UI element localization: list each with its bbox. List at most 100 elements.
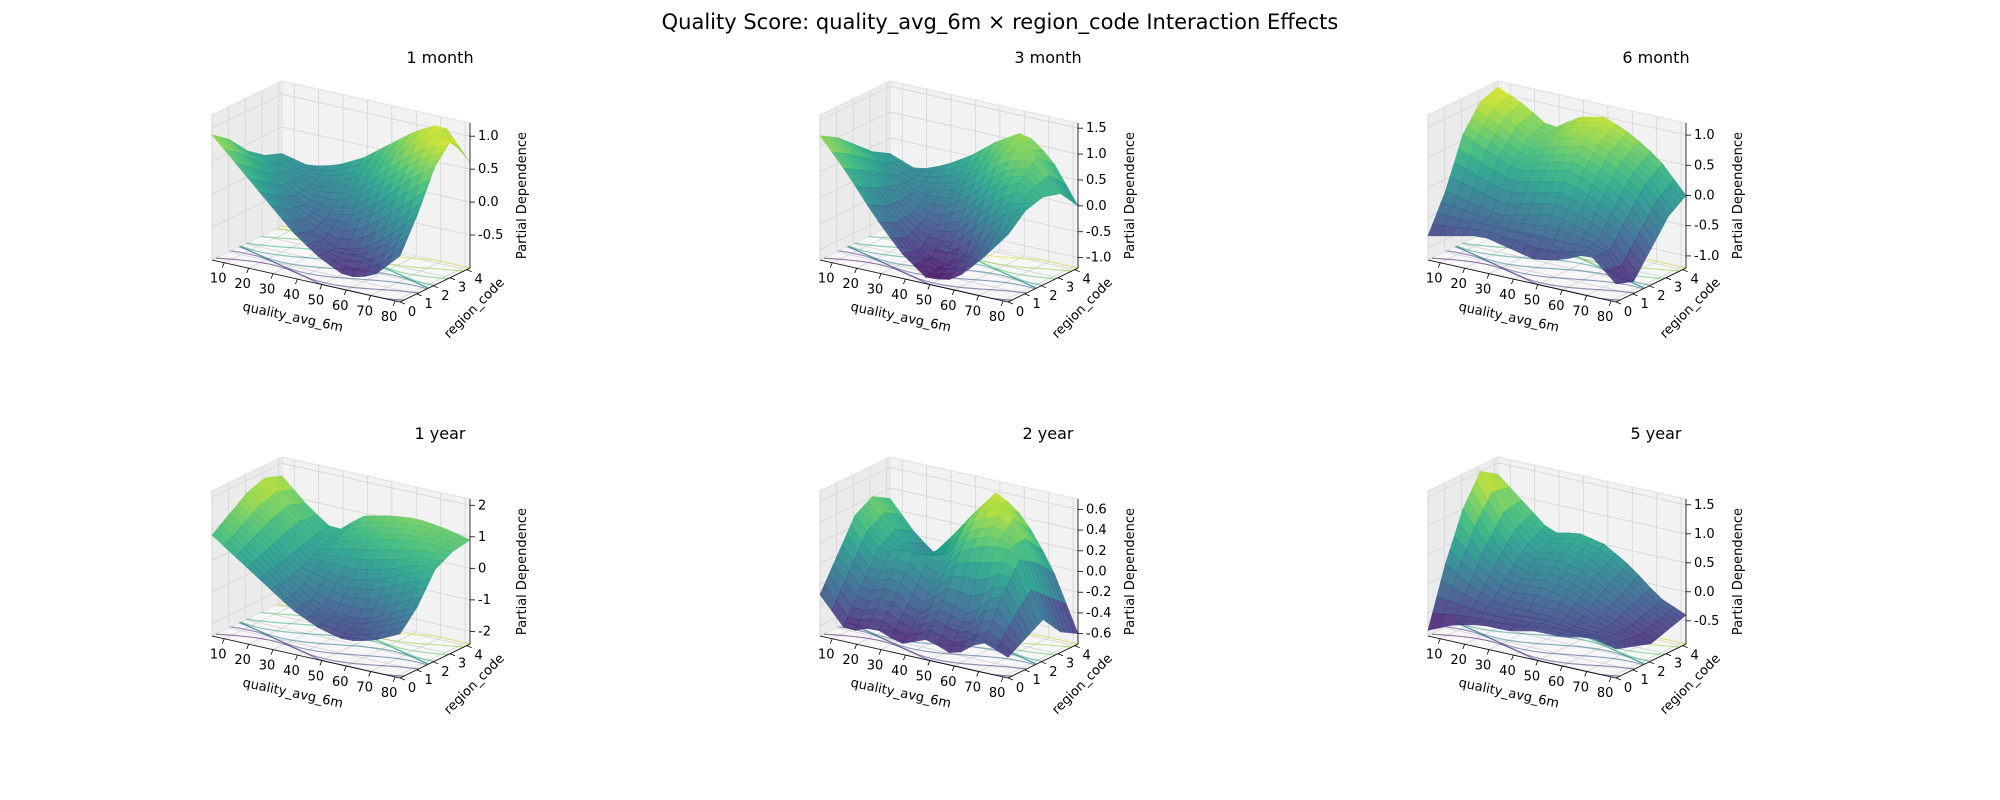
y-tick-label: 2 [1049, 665, 1057, 680]
x-tick [1462, 268, 1465, 274]
x-tick-label: 10 [1426, 272, 1443, 287]
x-tick [1437, 638, 1441, 644]
x-tick-label: 60 [332, 675, 349, 690]
y-tick [1649, 285, 1655, 289]
x-tick [1000, 676, 1004, 683]
y-tick-label: 3 [1066, 657, 1074, 672]
x-tick-label: 20 [1450, 277, 1467, 292]
floor-contour [240, 621, 429, 665]
z-gridline [281, 462, 471, 506]
y-tick [1649, 661, 1655, 665]
z-tick-label: 0.5 [1694, 158, 1715, 173]
x-axis-line [211, 635, 401, 679]
y-tick [449, 277, 456, 281]
z-tick-label: 0 [478, 561, 486, 576]
y-tick-label: 3 [458, 657, 466, 672]
y-axis-line [1615, 267, 1687, 303]
z-gridline [211, 462, 283, 498]
y-tick-label: 3 [458, 281, 466, 296]
x-tick-label: 70 [964, 304, 981, 319]
y-tick-label: 3 [1674, 657, 1682, 672]
x-tick [903, 278, 906, 285]
y-tick [433, 661, 439, 665]
y-tick-label: 4 [1083, 649, 1091, 664]
x-tick-label: 20 [234, 277, 251, 292]
x-tick-label: 30 [1475, 283, 1492, 298]
z-gridline [1497, 491, 1687, 535]
y-tick [1615, 301, 1622, 305]
x-tick [319, 284, 323, 290]
z-gridline [889, 111, 1079, 155]
surface-patch [1603, 269, 1621, 285]
x-tick [1535, 284, 1539, 290]
y-tick-label: 1 [425, 297, 433, 312]
x-tick-label: 30 [867, 659, 884, 674]
surface [1427, 86, 1687, 285]
subplot-6-month: 6 month 10 20 30 40 50 60 70 80 0 1 2 3 4 -1.0 -0.5 0.0… [1376, 48, 1936, 408]
z-tick-label: -0.5 [478, 228, 503, 243]
floor-contour [1456, 621, 1645, 665]
floor-contour [838, 626, 1027, 670]
x-tick-label: 50 [1524, 294, 1541, 309]
y-tick-label: 4 [1691, 649, 1699, 664]
y-tick-label: 0 [1016, 305, 1024, 320]
y-tick [1057, 277, 1064, 281]
x-tick [878, 649, 882, 655]
x-tick-label: 60 [1548, 675, 1565, 690]
x-axis-line [819, 259, 1009, 303]
x-tick-label: 70 [1572, 304, 1589, 319]
y-gridline [245, 619, 434, 663]
z-gridline [211, 126, 283, 162]
y-tick [1682, 269, 1688, 272]
x-tick [221, 638, 225, 644]
z-axis-label: Partial Dependence [1123, 132, 1138, 259]
x-tick [951, 665, 955, 672]
x-tick [270, 273, 274, 279]
y-gridline [228, 251, 417, 295]
z-axis-label: Partial Dependence [1731, 132, 1746, 259]
y-tick-label: 0 [408, 305, 416, 320]
floor-contour [838, 250, 1027, 294]
x-tick [903, 654, 906, 661]
y-axis-line [399, 267, 471, 303]
y-gridline [836, 627, 1025, 671]
x-tick-label: 30 [259, 659, 276, 674]
z-tick-label: 1.0 [1694, 128, 1715, 143]
x-tick [246, 644, 249, 650]
x-axis-label: quality_avg_6m [241, 300, 344, 336]
surface [211, 475, 471, 642]
x-tick-label: 10 [1426, 648, 1443, 663]
y-tick-label: 2 [1049, 289, 1057, 304]
z-tick-label: 0.5 [478, 162, 499, 177]
subplot-title: 1 month [406, 48, 474, 67]
x-tick-label: 80 [1597, 686, 1614, 701]
x-tick-label: 10 [210, 648, 227, 663]
y-tick [449, 653, 456, 657]
z-tick-label: -0.4 [1086, 606, 1111, 621]
subplot-title: 6 month [1622, 48, 1690, 67]
z-gridline [819, 466, 891, 502]
z-tick-label: -1.0 [1694, 249, 1719, 264]
x-axis-label: quality_avg_6m [1457, 300, 1560, 336]
x-tick [854, 268, 857, 274]
z-tick-label: 0.0 [1694, 585, 1715, 600]
z-gridline [819, 85, 891, 121]
x-tick-label: 20 [842, 653, 859, 668]
floor-contour [240, 245, 429, 289]
x-tick [976, 295, 980, 301]
x-tick-label: 40 [891, 664, 908, 679]
subplot-title: 3 month [1014, 48, 1082, 67]
x-tick [1486, 273, 1490, 279]
x-axis-label: quality_avg_6m [241, 676, 344, 712]
figure-title: Quality Score: quality_avg_6m × region_c… [661, 10, 1339, 34]
y-tick [466, 269, 472, 272]
y-tick-label: 3 [1674, 281, 1682, 296]
z-tick-label: 2 [478, 498, 486, 513]
y-tick-label: 2 [1657, 665, 1665, 680]
y-tick-label: 3 [1066, 281, 1074, 296]
x-tick [927, 660, 931, 666]
x-tick-label: 50 [308, 670, 325, 685]
x-tick [368, 295, 372, 301]
